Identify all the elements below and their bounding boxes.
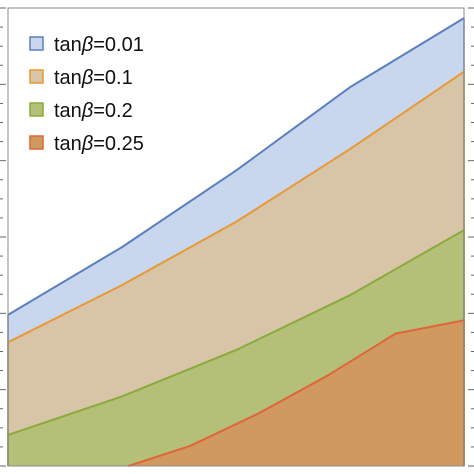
legend: tanβ=0.01 tanβ=0.1 tanβ=0.2 tanβ=0.25 [29,34,144,155]
series-line-2 [7,229,465,436]
plot-border [7,7,465,467]
legend-swatch-3 [29,135,44,150]
series-line-1 [7,70,465,344]
plot-frame [0,7,474,467]
legend-swatch-0 [29,36,44,51]
legend-label-3: tanβ=0.25 [54,133,144,155]
legend-label-1: tanβ=0.1 [54,67,133,89]
series-line-3 [128,319,465,467]
legend-label-2: tanβ=0.2 [54,100,133,122]
series-areas [8,18,464,466]
series-line-0 [7,17,465,316]
legend-swatch-2 [29,102,44,117]
legend-label-0: tanβ=0.01 [54,34,144,56]
legend-swatch-1 [29,69,44,84]
